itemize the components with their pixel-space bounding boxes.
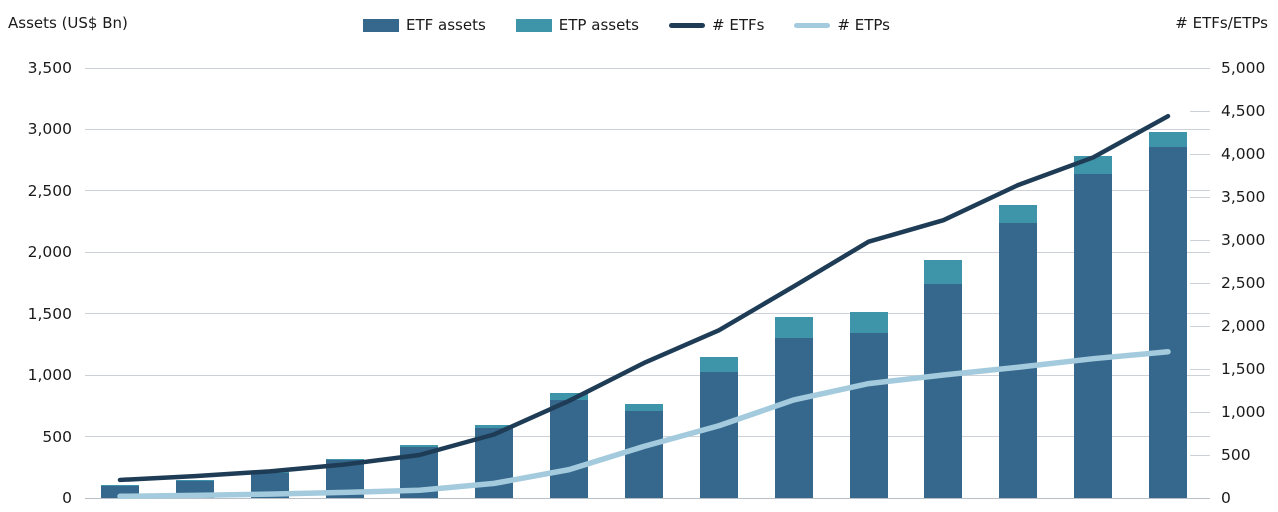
num-etps-line-swatch-icon [794,22,831,28]
left-axis-tick-label: 3,500 [27,59,72,77]
right-axis-tick-mark [1190,454,1210,456]
bar-group [999,205,1038,498]
right-axis-tick-mark [1190,153,1210,155]
gridline [85,190,1210,192]
gridline [85,497,1210,499]
num-etps-line [117,349,1171,500]
bar-group [550,392,589,498]
left-axis-tick-label: 500 [42,427,72,446]
etp-assets-swatch-icon [515,18,552,32]
etp-assets-bar-segment [175,480,214,481]
gridline [85,251,1210,253]
right-axis-tick-mark [1190,325,1210,327]
right-axis-tick-label: 500 [1221,446,1251,464]
right-axis-tick-label: 2,000 [1221,317,1266,335]
etp-assets-bar-segment [325,458,364,460]
left-axis-tick-label: 3,000 [27,120,72,139]
right-axis-tick-label: 1,500 [1221,360,1266,378]
etf-assets-bar-segment [924,283,963,498]
legend: ETF assets ETP assets # ETFs # ETPs [363,16,890,34]
etf-assets-bar-segment [1074,173,1113,498]
etf-assets-bar-segment [999,222,1038,498]
gridline [85,313,1210,315]
etp-assets-bar-segment [924,260,963,284]
right-axis-tick-mark [1190,282,1210,284]
etp-assets-bar-segment [475,424,514,428]
etf-assets-bar-segment [774,338,813,498]
etp-assets-bar-segment [1149,131,1187,147]
etf-assets-bar-segment [550,400,589,498]
left-axis-tick-label: 2,000 [27,243,72,262]
bar-group [774,317,813,498]
bar-group [699,357,738,498]
left-axis-tick-label: 1,000 [27,366,72,385]
etf-assets-bar-segment [699,372,738,498]
line-series-layer [117,113,1171,500]
legend-item-num-etps: # ETPs [794,16,890,34]
bar-group [1149,131,1187,498]
right-axis-tick-mark [1190,411,1210,413]
legend-item-etp-assets: ETP assets [515,16,639,34]
etp-assets-bar-segment [550,392,589,401]
legend-label-num-etfs: # ETFs [712,16,765,34]
num-etfs-line [117,113,1171,483]
right-axis-tick-label: 3,500 [1221,188,1266,206]
etp-assets-bar-segment [625,404,663,412]
right-axis-tick-label: 3,000 [1221,231,1266,249]
left-axis-title: Assets (US$ Bn) [8,14,128,32]
legend-label-etp-assets: ETP assets [558,16,639,34]
right-axis-tick-mark [1190,67,1210,69]
gridline [85,374,1210,376]
left-axis-tick-label: 0 [62,489,72,507]
legend-item-etf-assets: ETF assets [363,16,486,34]
etp-assets-bar-segment [400,445,439,448]
right-axis-tick-mark [1190,110,1210,112]
right-axis-tick-mark [1190,368,1210,370]
etp-assets-bar-segment [699,357,738,373]
bar-group [849,311,888,498]
gridline [85,67,1210,69]
right-axis-tick-mark [1190,196,1210,198]
left-axis-tick-label: 1,500 [27,304,72,323]
etp-assets-bar-segment [999,205,1038,223]
right-axis-tick-mark [1190,239,1210,241]
left-axis-tick-label: 2,500 [27,181,72,200]
num-etfs-line-swatch-icon [669,22,705,28]
plot-area [85,67,1210,500]
right-axis-tick-label: 0 [1221,489,1231,507]
bar-group [625,404,663,498]
bar-group [924,260,963,498]
etf-assets-bar-segment [849,332,888,498]
etf-assets-swatch-icon [363,18,399,32]
right-axis-tick-label: 2,500 [1221,274,1266,292]
gridline [85,128,1210,130]
right-axis-tick-label: 1,000 [1221,403,1266,421]
legend-item-num-etfs: # ETFs [669,16,764,34]
etf-assets-bar-segment [1149,146,1187,498]
etp-assets-bar-segment [849,311,888,333]
right-axis-tick-label: 4,500 [1221,102,1266,120]
right-axis-tick-label: 4,000 [1221,145,1266,163]
right-axis-tick-label: 5,000 [1221,59,1266,77]
right-axis-title: # ETFs/ETPs [1175,14,1268,32]
legend-label-etf-assets: ETF assets [406,16,486,34]
etf-assets-bar-segment [625,411,663,498]
bar-group [1074,156,1113,498]
etp-assets-bar-segment [774,317,813,339]
legend-label-num-etps: # ETPs [837,16,890,34]
